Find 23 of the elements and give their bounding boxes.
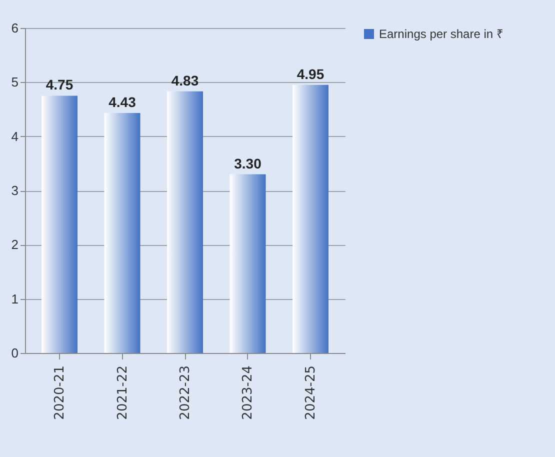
x-tick-label: 2021-22 bbox=[115, 366, 130, 420]
data-label: 4.75 bbox=[46, 76, 74, 93]
x-tick-label: 2024-25 bbox=[303, 366, 318, 420]
y-tick-label: 2 bbox=[11, 237, 18, 252]
x-tick-label: 2022-23 bbox=[178, 366, 193, 420]
legend-label: Earnings per share in ₹ bbox=[379, 27, 504, 41]
bar bbox=[42, 96, 78, 353]
x-tick-label: 2020-21 bbox=[52, 366, 68, 420]
bar bbox=[104, 113, 140, 353]
data-label: 4.83 bbox=[171, 72, 199, 88]
data-label: 4.43 bbox=[108, 94, 136, 110]
y-tick-label: 5 bbox=[11, 74, 18, 90]
bar bbox=[230, 174, 266, 353]
y-tick-label: 1 bbox=[11, 291, 18, 306]
y-tick-label: 6 bbox=[11, 20, 18, 36]
y-tick-label: 0 bbox=[11, 346, 18, 360]
data-label: 4.95 bbox=[296, 66, 324, 82]
y-tick-label: 3 bbox=[11, 183, 18, 198]
bar bbox=[292, 84, 328, 353]
x-tick-label: 2023-24 bbox=[240, 366, 256, 420]
data-label: 3.30 bbox=[234, 155, 262, 172]
bar bbox=[167, 91, 203, 353]
y-tick-label: 4 bbox=[11, 128, 18, 144]
